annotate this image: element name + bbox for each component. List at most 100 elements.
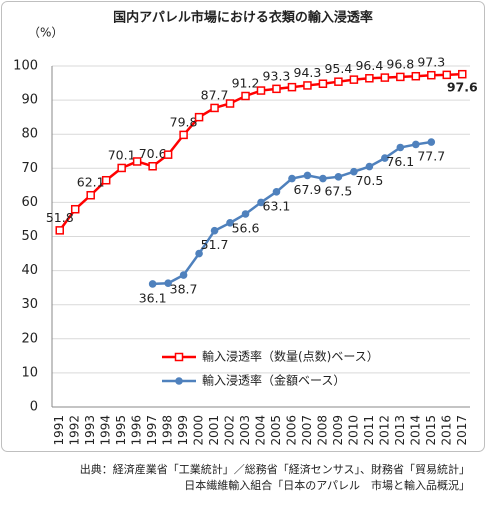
data-label: 91.2 — [232, 76, 260, 91]
marker — [427, 70, 436, 80]
marker — [412, 140, 420, 149]
marker — [226, 219, 234, 227]
marker — [195, 249, 203, 258]
marker — [148, 162, 157, 171]
x-tick-label: 1992 — [68, 415, 82, 446]
data-label: 70.1 — [108, 147, 136, 162]
y-tick-label: 80 — [21, 127, 38, 142]
marker — [288, 174, 296, 183]
x-tick-label: 2000 — [192, 415, 206, 446]
y-tick-label: 90 — [21, 93, 38, 108]
marker — [210, 103, 219, 113]
marker — [117, 163, 126, 173]
x-tick-label: 1999 — [176, 415, 190, 446]
x-tick-label: 2005 — [269, 415, 283, 446]
marker — [256, 86, 266, 95]
x-tick-label: 2013 — [393, 415, 407, 446]
marker — [319, 174, 327, 183]
x-tick-label: 2015 — [424, 415, 438, 446]
y-tick-label: 30 — [21, 297, 38, 312]
x-tick-label: 1997 — [145, 415, 159, 446]
marker — [318, 79, 328, 88]
x-tick-label: 2012 — [377, 415, 391, 446]
x-tick-label: 2001 — [207, 415, 221, 446]
data-label: 77.7 — [417, 149, 445, 164]
source: 出典：経済産業省「工業統計」／総務省「経済センサス」、財務省「貿易統計」 — [80, 462, 470, 476]
y-tick-label: 60 — [21, 195, 38, 210]
data-label: 97.6 — [447, 80, 478, 95]
x-tick-label: 2007 — [300, 415, 314, 446]
y-tick-label: 10 — [21, 365, 38, 380]
marker — [442, 70, 452, 80]
marker — [396, 72, 405, 82]
marker — [350, 167, 358, 176]
marker — [132, 157, 142, 166]
x-tick-label: 2017 — [455, 415, 469, 446]
x-tick-label: 2006 — [284, 415, 298, 446]
data-label: 63.1 — [263, 198, 291, 213]
legend-label: 輸入浸透率（数量(点数)ベース） — [202, 349, 379, 364]
legend-marker — [175, 377, 183, 385]
x-tick-label: 1994 — [99, 415, 113, 446]
marker — [365, 74, 374, 83]
marker — [427, 138, 436, 146]
marker — [287, 82, 297, 92]
marker — [381, 154, 389, 162]
marker — [86, 190, 95, 200]
x-tick-label: 2008 — [315, 415, 329, 446]
y-tick-label: 50 — [21, 229, 38, 244]
x-tick-label: 1998 — [161, 415, 175, 446]
marker — [163, 150, 173, 159]
marker — [365, 162, 374, 171]
marker — [179, 271, 188, 279]
data-label: 96.8 — [386, 56, 414, 71]
x-tick-label: 2003 — [238, 415, 252, 446]
data-label: 93.3 — [263, 68, 291, 83]
x-tick-label: 2009 — [331, 415, 345, 446]
y-tick-label: 70 — [21, 161, 38, 176]
marker — [272, 84, 281, 94]
marker — [148, 280, 157, 288]
data-label: 62.1 — [77, 175, 105, 190]
marker — [380, 73, 390, 82]
data-label: 70.6 — [139, 146, 167, 161]
marker — [257, 198, 265, 207]
marker — [194, 112, 204, 122]
data-label: 76.1 — [386, 154, 414, 169]
x-tick-label: 1995 — [114, 415, 128, 446]
marker — [55, 226, 64, 235]
marker — [241, 210, 250, 218]
marker — [225, 99, 235, 108]
x-tick-label: 2004 — [254, 415, 268, 446]
data-label: 87.7 — [201, 87, 229, 102]
marker — [164, 279, 172, 288]
marker — [241, 91, 250, 101]
marker — [349, 75, 359, 84]
marker — [334, 173, 343, 181]
y-tick-label: 0 — [30, 400, 38, 415]
y-tick-label: 100 — [13, 59, 38, 74]
x-tick-label: 2016 — [439, 415, 453, 446]
chart-border — [1, 1, 485, 452]
data-label: 96.4 — [355, 58, 383, 73]
legend-label: 輸入浸透率（金額ベース） — [202, 373, 345, 388]
data-label: 70.5 — [355, 173, 383, 188]
data-label: 67.9 — [294, 182, 322, 197]
data-label: 36.1 — [139, 290, 167, 305]
y-tick-label: 40 — [21, 263, 38, 278]
marker — [334, 77, 343, 86]
data-label: 51.7 — [201, 237, 229, 252]
data-label: 94.3 — [294, 65, 322, 80]
legend-marker — [174, 352, 184, 362]
x-tick-label: 2011 — [362, 415, 376, 446]
data-label: 79.8 — [170, 114, 198, 129]
data-label: 95.4 — [324, 61, 352, 76]
data-label: 97.3 — [417, 55, 445, 70]
marker — [101, 175, 111, 185]
data-label: 38.7 — [170, 282, 198, 297]
marker — [303, 81, 312, 90]
x-tick-label: 1993 — [83, 415, 97, 446]
marker — [458, 69, 467, 79]
chart-title: 国内アパレル市場における衣類の輸入浸透率 — [113, 10, 373, 26]
